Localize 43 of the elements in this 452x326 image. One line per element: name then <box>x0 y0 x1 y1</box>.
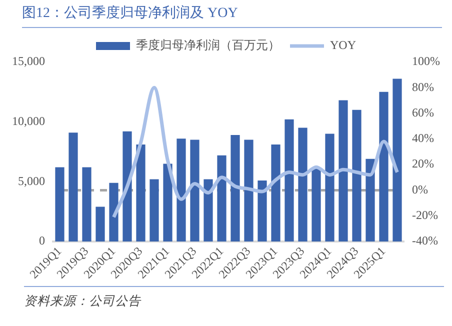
bar <box>379 92 388 242</box>
y-tick-label: 15,000 <box>12 54 45 68</box>
bar <box>258 180 267 242</box>
bar <box>190 140 200 242</box>
legend-label: YOY <box>330 38 356 52</box>
bar <box>298 128 308 242</box>
bar <box>284 119 294 242</box>
bar <box>150 179 159 242</box>
bar <box>55 167 64 242</box>
y2-tick-label: 0% <box>412 182 428 196</box>
bar <box>230 134 240 242</box>
y2-tick-label: -40% <box>412 234 438 248</box>
y2-tick-label: 100% <box>412 54 440 68</box>
bar <box>163 164 172 242</box>
bar <box>244 140 254 242</box>
y2-tick-label: -20% <box>412 208 438 222</box>
bar <box>68 132 78 242</box>
bar <box>217 155 226 242</box>
legend-label: 季度归母净利润（百万元） <box>136 38 280 52</box>
bar <box>204 179 213 242</box>
bar <box>352 110 362 242</box>
bar <box>122 131 132 242</box>
bar <box>366 158 375 242</box>
bar <box>82 167 92 242</box>
bar <box>136 144 146 242</box>
bar <box>96 206 105 242</box>
bar <box>109 182 118 242</box>
bar <box>325 134 334 242</box>
chart-title: 图12：公司季度归母净利润及 YOY <box>22 4 442 28</box>
y-tick-label: 10,000 <box>12 114 45 128</box>
bar <box>312 168 321 242</box>
y-tick-label: 5,000 <box>18 174 45 188</box>
bar <box>271 144 280 242</box>
y2-tick-label: 60% <box>412 105 434 120</box>
bar <box>392 78 402 242</box>
bar <box>176 138 186 242</box>
y2-tick-label: 20% <box>412 156 434 171</box>
y2-tick-label: 40% <box>412 131 434 146</box>
bar <box>338 100 348 242</box>
line-series <box>112 86 400 219</box>
y-tick-label: 0 <box>39 234 45 248</box>
text: 资料来源：公司公告 <box>24 286 444 310</box>
y2-tick-label: 80% <box>412 80 434 94</box>
